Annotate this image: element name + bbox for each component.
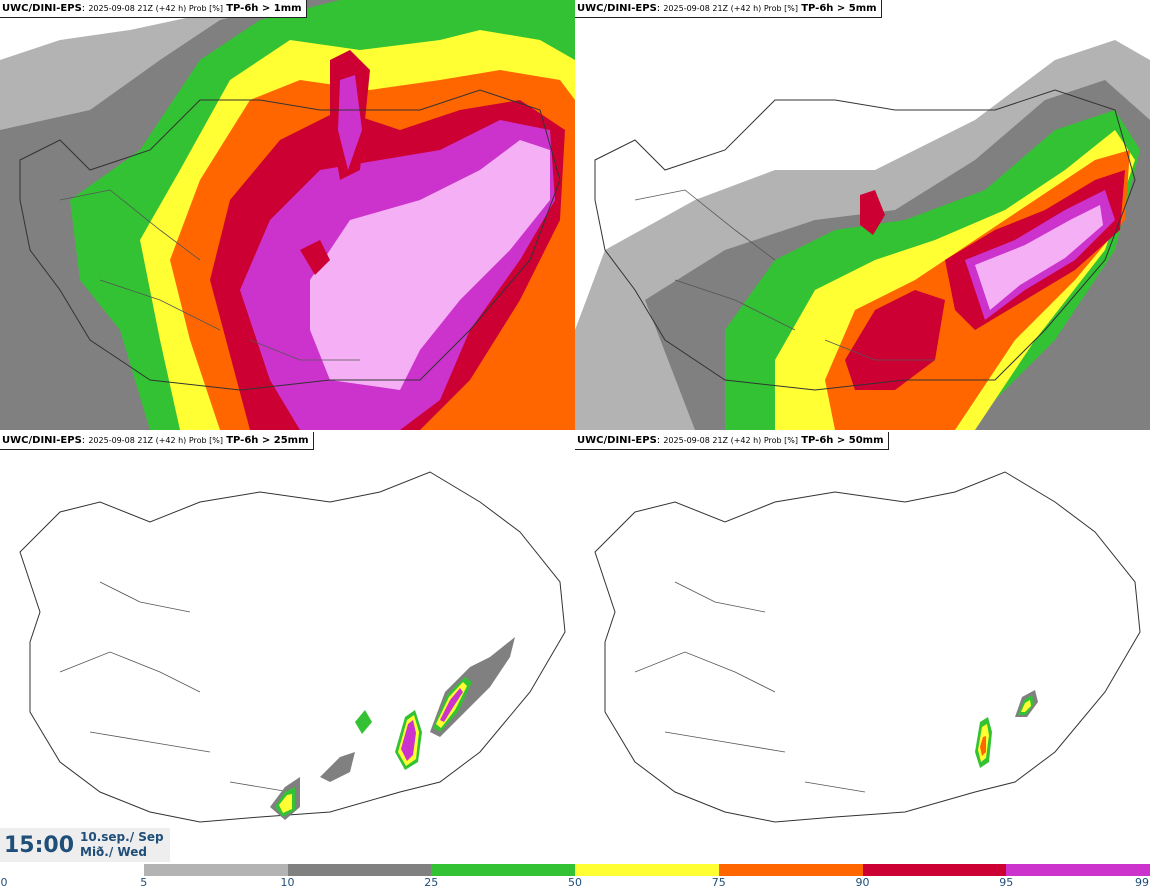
run-info: 2025-09-08 21Z (+42 h) Prob [%] xyxy=(663,4,799,13)
variable-name: TP-6h > 50mm xyxy=(801,435,884,446)
map-panel-tp6h-25mm: UWC/DINI-EPS: 2025-09-08 21Z (+42 h) Pro… xyxy=(0,432,575,862)
colorbar-tick-label: 50 xyxy=(568,876,582,889)
colorbar-segment xyxy=(143,864,288,876)
colorbar-tick-label: 99 xyxy=(1135,876,1149,889)
colorbar-tick-label: 95 xyxy=(999,876,1014,889)
model-name: UWC/DINI-EPS xyxy=(2,435,82,446)
colorbar-segment xyxy=(718,864,863,876)
colorbar-tick-label: 25 xyxy=(424,876,439,889)
colorbar-tick-label: 10 xyxy=(280,876,295,889)
map-panel-tp6h-1mm: UWC/DINI-EPS: 2025-09-08 21Z (+42 h) Pro… xyxy=(0,0,575,430)
variable-name: TP-6h > 1mm xyxy=(226,3,302,14)
map-panel-tp6h-5mm: UWC/DINI-EPS: 2025-09-08 21Z (+42 h) Pro… xyxy=(575,0,1150,430)
probability-map-5mm xyxy=(575,0,1150,430)
colorbar-tick-label: 75 xyxy=(711,876,726,889)
colorbar-tick-label: 90 xyxy=(855,876,870,889)
valid-time-clock: 15:00 xyxy=(4,833,75,858)
valid-time-box: 15:00 10.sep./ Sep Mið./ Wed xyxy=(0,828,170,862)
colorbar-segment xyxy=(431,864,575,876)
valid-date-weekday: Mið./ Wed xyxy=(80,845,147,859)
valid-date-day: 10.sep./ Sep xyxy=(80,830,164,844)
colorbar-tick-label: 0 xyxy=(0,876,8,889)
probability-map-25mm xyxy=(0,432,575,862)
panel-title: UWC/DINI-EPS: 2025-09-08 21Z (+42 h) Pro… xyxy=(575,0,882,18)
probability-map-1mm xyxy=(0,0,575,430)
panel-title: UWC/DINI-EPS: 2025-09-08 21Z (+42 h) Pro… xyxy=(575,432,889,450)
valid-date: 10.sep./ Sep Mið./ Wed xyxy=(80,830,164,860)
colorbar-segment xyxy=(287,864,432,876)
colorbar-segment xyxy=(1006,864,1150,876)
probability-colorbar: 0 5 10 25 50 75 90 95 99 xyxy=(0,862,1150,891)
colorbar-segment xyxy=(0,864,144,876)
model-name: UWC/DINI-EPS xyxy=(577,3,657,14)
model-name: UWC/DINI-EPS xyxy=(2,3,82,14)
map-panel-tp6h-50mm: UWC/DINI-EPS: 2025-09-08 21Z (+42 h) Pro… xyxy=(575,432,1150,862)
colorbar-segment xyxy=(575,864,719,876)
colorbar-segment xyxy=(862,864,1007,876)
model-name: UWC/DINI-EPS xyxy=(577,435,657,446)
run-info: 2025-09-08 21Z (+42 h) Prob [%] xyxy=(88,436,224,445)
run-info: 2025-09-08 21Z (+42 h) Prob [%] xyxy=(663,436,799,445)
panel-title: UWC/DINI-EPS: 2025-09-08 21Z (+42 h) Pro… xyxy=(0,432,314,450)
colorbar-tick-label: 5 xyxy=(140,876,148,889)
variable-name: TP-6h > 25mm xyxy=(226,435,309,446)
run-info: 2025-09-08 21Z (+42 h) Prob [%] xyxy=(88,4,224,13)
variable-name: TP-6h > 5mm xyxy=(801,3,877,14)
probability-map-50mm xyxy=(575,432,1150,862)
panel-title: UWC/DINI-EPS: 2025-09-08 21Z (+42 h) Pro… xyxy=(0,0,307,18)
